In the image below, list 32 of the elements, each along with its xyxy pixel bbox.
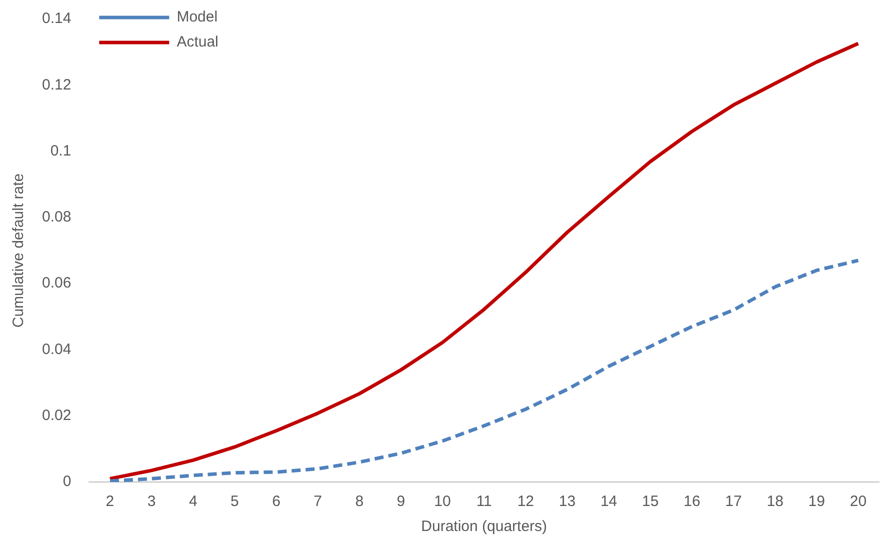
x-tick-label: 14 bbox=[600, 493, 618, 510]
x-tick-label: 3 bbox=[147, 493, 156, 510]
x-tick-label: 10 bbox=[434, 493, 451, 510]
x-tick-label: 18 bbox=[766, 493, 784, 510]
x-tick-label: 7 bbox=[314, 493, 322, 510]
y-tick-label: 0.1 bbox=[50, 142, 72, 160]
y-tick-label: 0.08 bbox=[42, 208, 72, 226]
x-tick-label: 11 bbox=[476, 493, 492, 510]
x-tick-label: 12 bbox=[517, 493, 534, 510]
x-tick-label: 2 bbox=[106, 493, 114, 510]
y-tick-label: 0 bbox=[62, 473, 72, 490]
x-tick-label: 20 bbox=[850, 493, 867, 510]
x-tick-label: 8 bbox=[355, 493, 364, 510]
y-tick-label: 0.04 bbox=[42, 340, 72, 358]
x-tick-label: 13 bbox=[558, 493, 576, 510]
x-tick-label: 4 bbox=[188, 493, 198, 510]
x-tick-label: 19 bbox=[808, 493, 825, 510]
x-tick-label: 17 bbox=[725, 493, 742, 510]
legend-label: Actual bbox=[176, 34, 218, 51]
x-tick-label: 15 bbox=[642, 493, 659, 510]
line-series bbox=[108, 258, 860, 482]
x-tick-label: 9 bbox=[396, 493, 406, 510]
x-tick-label: 5 bbox=[230, 493, 239, 510]
y-tick-label: 0.14 bbox=[42, 10, 72, 28]
y-tick-label: 0.06 bbox=[42, 274, 72, 292]
y-tick-label: 0.02 bbox=[42, 407, 72, 424]
y-tick-label: 0.12 bbox=[42, 76, 72, 94]
legend-label: Model bbox=[176, 8, 218, 26]
x-tick-label: 6 bbox=[272, 493, 280, 510]
y-axis-title: Cumulative default rate bbox=[10, 173, 28, 328]
x-tick-label: 16 bbox=[684, 493, 700, 510]
x-axis-title: Duration (quarters) bbox=[421, 518, 548, 536]
